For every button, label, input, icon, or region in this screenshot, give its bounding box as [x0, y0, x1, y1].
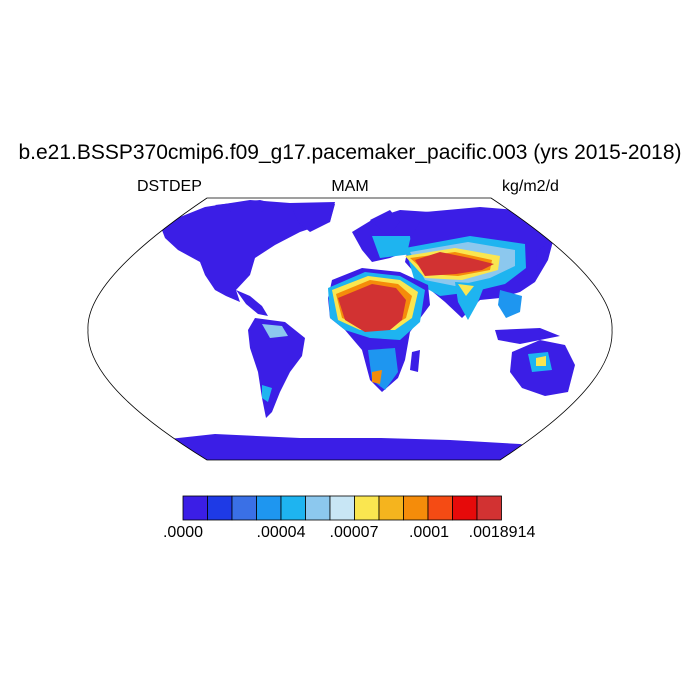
colorbar-box [476, 495, 502, 521]
colorbar-box [231, 495, 257, 521]
central-america [236, 290, 268, 316]
colorbar-tick-label: .0000 [162, 524, 204, 541]
southeast-asia [498, 290, 522, 318]
season-label: MAM [331, 178, 369, 195]
india-dust [458, 284, 474, 296]
colorbar-tick-label: .0001 [408, 524, 450, 541]
colorbar-box [207, 495, 233, 521]
south-america-dust2 [262, 385, 272, 402]
colorbar-tick-label: .00004 [256, 524, 306, 541]
kalahari-dust [372, 370, 382, 384]
scandinavia [370, 210, 400, 236]
north-america-landmass [160, 200, 335, 302]
colorbar-box [329, 495, 355, 521]
units-label: kg/m2/d [502, 178, 559, 195]
colorbar-box [427, 495, 453, 521]
antarctica-landmass [160, 434, 560, 460]
colorbar-box [280, 495, 306, 521]
colorbar-tick-label: .00007 [329, 524, 379, 541]
variable-label: DSTDEP [137, 178, 202, 195]
greenland-landmass [290, 202, 335, 232]
plot-title: b.e21.BSSP370cmip6.f09_g17.pacemaker_pac… [18, 141, 682, 164]
colorbar-box [403, 495, 429, 521]
japan-islands [536, 246, 546, 270]
colorbar-tick-label: .0018914 [468, 524, 536, 541]
colorbar-box [378, 495, 404, 521]
sahara-dust-red [338, 284, 406, 332]
colorbar-box [354, 495, 380, 521]
asia-dust-red [415, 252, 494, 276]
globe-outline [87, 197, 613, 461]
europe-dust [372, 236, 412, 258]
australia-dust-yellow [536, 356, 546, 366]
india-landmass [455, 282, 485, 320]
colorbar-box [256, 495, 282, 521]
land-layer [160, 200, 597, 460]
arctic-islands [215, 200, 280, 212]
colorbar-box [305, 495, 331, 521]
indonesia-islands [495, 328, 560, 344]
south-america-dust [262, 324, 288, 338]
colorbar-box [452, 495, 478, 521]
madagascar [410, 350, 420, 372]
colorbar-box [182, 495, 208, 521]
